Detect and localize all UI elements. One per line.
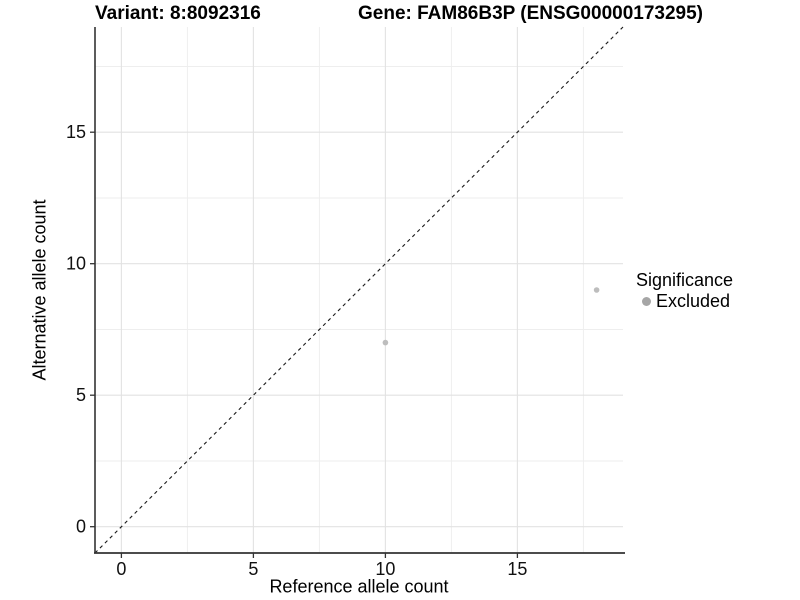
legend-item-label: Excluded [656, 291, 731, 311]
y-tick-label: 15 [66, 122, 86, 142]
y-tick-label: 5 [76, 385, 86, 405]
plot-title-gene: Gene: FAM86B3P (ENSG00000173295) [358, 3, 703, 24]
x-tick-label: 5 [248, 559, 258, 579]
data-point [593, 287, 600, 293]
plot-title-variant: Variant: 8:8092316 [95, 3, 261, 24]
legend-key-dot-icon [642, 296, 651, 306]
identity-line [94, 26, 624, 554]
y-tick-label: 10 [66, 254, 86, 274]
x-axis-title: Reference allele count [269, 576, 449, 597]
y-tick-label: 0 [76, 517, 86, 537]
x-tick-label: 0 [116, 559, 126, 579]
legend-item-excluded: Excluded [636, 291, 733, 311]
x-tick-label: 15 [507, 559, 527, 579]
data-point [382, 339, 389, 346]
legend-title: Significance [636, 270, 734, 290]
x-tick-label: 10 [375, 559, 395, 579]
legend: Significance Excluded [636, 269, 733, 311]
